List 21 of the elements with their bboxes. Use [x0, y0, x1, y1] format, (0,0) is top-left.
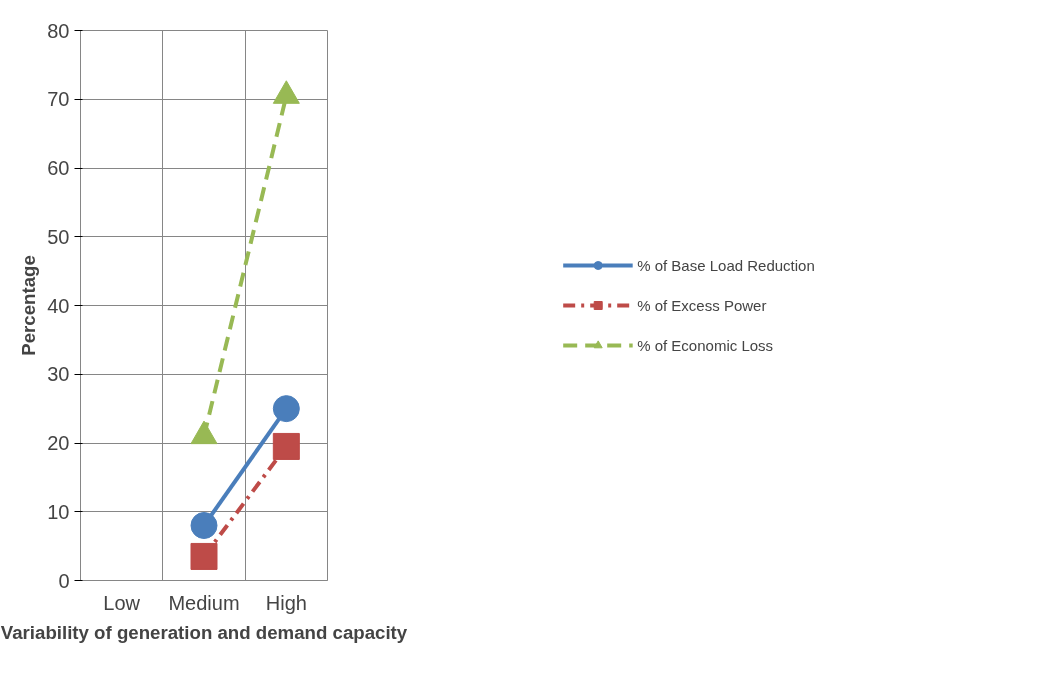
point [272, 395, 300, 423]
x-tick-label: Medium [168, 591, 240, 614]
y-tick-label: 70 [47, 88, 70, 111]
y-tick-label: 60 [47, 157, 70, 179]
legend-label: % of Base Load Reduction [637, 256, 815, 274]
y-tick-label: 20 [47, 432, 70, 454]
y-tick-label: 0 [58, 569, 70, 592]
legend-label: % of Excess Power [637, 296, 767, 314]
y-tick-label: 80 [47, 19, 70, 42]
x-axis-title: Variability of generation and demand capacity [0, 621, 408, 643]
point [190, 542, 218, 570]
y-axis-title: Percentage [18, 255, 40, 356]
y-tick-label: 50 [47, 225, 70, 248]
point [190, 512, 218, 539]
y-tick-label: 10 [47, 500, 70, 523]
y-tick-label: 40 [47, 294, 70, 317]
legend-label: % of Economic Loss [637, 336, 774, 354]
y-tick-label: 30 [47, 363, 70, 386]
x-tick-label: High [265, 591, 307, 614]
x-tick-label: Low [103, 591, 141, 614]
point [272, 432, 300, 460]
